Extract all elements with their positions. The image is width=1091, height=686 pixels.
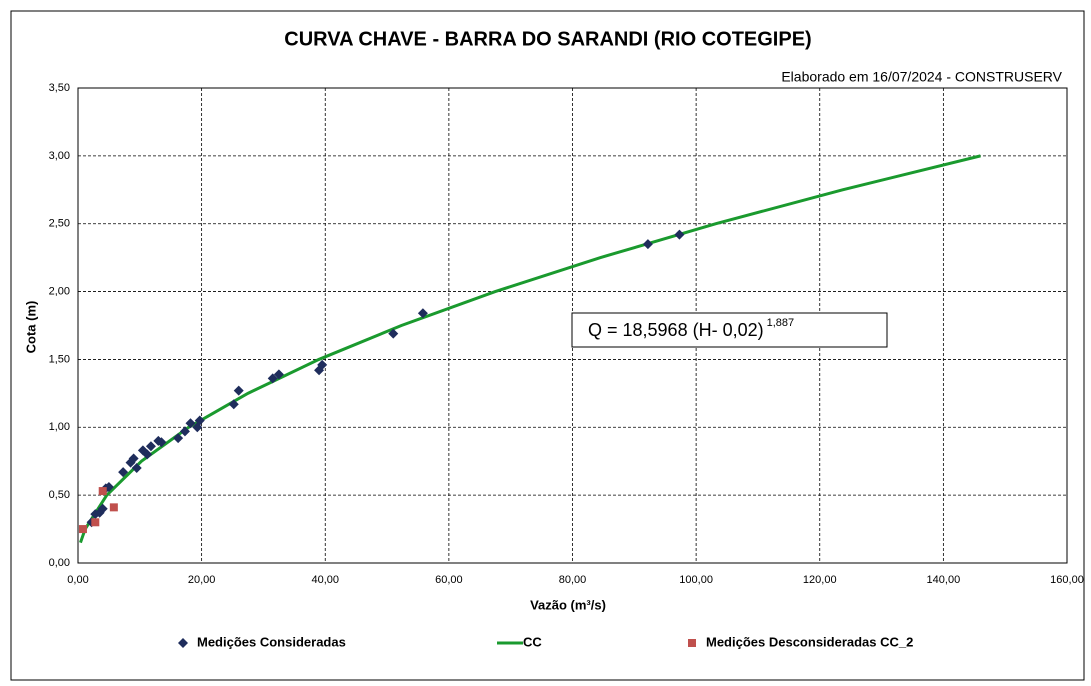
- x-tick-label: 80,00: [559, 574, 587, 586]
- equation: Q = 18,5968 (H- 0,02) 1,887: [588, 317, 794, 340]
- x-tick-label: 0,00: [67, 574, 88, 586]
- y-tick-label: 1,00: [49, 421, 70, 433]
- data-point: [179, 426, 190, 437]
- y-tick-label: 1,50: [49, 353, 70, 365]
- data-point: [156, 437, 167, 448]
- data-point: [145, 441, 156, 452]
- data-point: [267, 373, 278, 384]
- y-tick-label: 2,00: [49, 285, 70, 297]
- data-point: [273, 369, 284, 380]
- y-tick-label: 3,50: [49, 82, 70, 94]
- chart-title: CURVA CHAVE - BARRA DO SARANDI (RIO COTE…: [284, 28, 811, 50]
- subtitle: Elaborado em 16/07/2024 - CONSTRUSERV: [781, 69, 1062, 85]
- y-tick-label: 2,50: [49, 218, 70, 230]
- x-tick-label: 120,00: [803, 574, 837, 586]
- legend-label: CC: [523, 634, 542, 649]
- x-tick-label: 60,00: [435, 574, 463, 586]
- data-point: [388, 328, 399, 339]
- data-point: [118, 467, 129, 478]
- data-point: [228, 399, 239, 410]
- data-point: [78, 525, 87, 534]
- data-point: [97, 503, 108, 514]
- data-point: [185, 418, 196, 429]
- legend-label: Medições Consideradas: [197, 634, 346, 649]
- legend-label: Medições Desconsideradas CC_2: [706, 634, 913, 649]
- data-point: [128, 453, 139, 464]
- y-tick-label: 3,00: [49, 150, 70, 162]
- data-point: [233, 385, 244, 396]
- data-point: [142, 449, 153, 460]
- equation-exponent: 1,887: [767, 317, 795, 329]
- legend-swatch: [688, 639, 696, 647]
- y-tick-label: 0,50: [49, 489, 70, 501]
- data-point: [98, 487, 107, 496]
- x-tick-label: 140,00: [927, 574, 961, 586]
- data-point: [317, 359, 328, 370]
- curve-line: [79, 154, 981, 544]
- legend-swatch: [178, 638, 188, 648]
- data-point: [194, 415, 205, 426]
- plot-area: [77, 87, 1068, 564]
- chart-frame: [10, 10, 1085, 681]
- data-point: [417, 308, 428, 319]
- y-tick-label: 0,00: [49, 557, 70, 569]
- data-point: [91, 518, 100, 527]
- data-point: [109, 503, 118, 512]
- x-tick-label: 100,00: [679, 574, 713, 586]
- x-tick-label: 160,00: [1050, 574, 1084, 586]
- data-point: [173, 433, 184, 444]
- equation-text: Q = 18,5968 (H- 0,02): [588, 320, 764, 340]
- equation-box: [571, 312, 888, 348]
- data-point: [131, 463, 142, 473]
- x-tick-label: 20,00: [188, 574, 216, 586]
- data-point: [90, 509, 101, 520]
- data-point: [674, 229, 685, 240]
- y-axis-label: Cota (m): [23, 301, 38, 354]
- x-tick-label: 40,00: [311, 574, 339, 586]
- data-point: [642, 239, 653, 250]
- x-axis-label: Vazão (m³/s): [530, 597, 606, 612]
